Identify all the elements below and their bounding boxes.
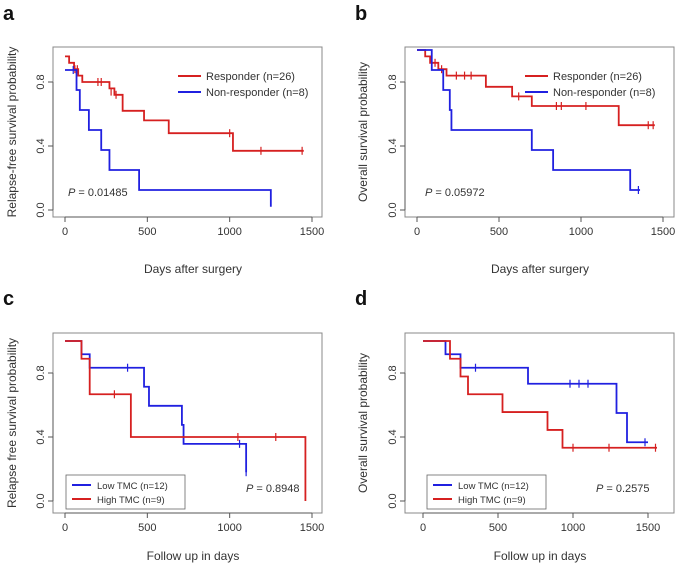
survival-curve-1 [65, 340, 248, 473]
panel-c-chart: Follow up in days Relapse free survival … [5, 332, 324, 563]
p-value-text: = 0.8948 [253, 483, 299, 495]
x-tick-label: 1000 [217, 226, 241, 238]
x-axis-label: Days after surgery [144, 262, 242, 276]
x-tick-label: 1000 [569, 226, 593, 238]
x-tick-label: 1000 [561, 522, 585, 534]
y-tick-label: 0.4 [387, 429, 399, 444]
survival-curve-2 [65, 340, 307, 501]
survival-curve-2 [65, 69, 272, 207]
y-tick-label: 0.8 [387, 74, 399, 89]
p-value-prefix: P [68, 187, 76, 199]
y-tick-label: 0.0 [387, 202, 399, 217]
legend: Responder (n=26) Non-responder (n=8) [525, 71, 655, 99]
p-value: P = 0.05972 [425, 187, 485, 199]
panel-letter-b: b [355, 3, 367, 25]
y-axis-label: Relapse-free survival probability [5, 47, 19, 218]
y-tick-label: 0.4 [387, 138, 399, 153]
y-axis-label: Overall survival probability [356, 353, 370, 493]
survival-curve-2 [417, 49, 641, 191]
x-axis-label: Days after surgery [491, 262, 589, 276]
legend: Low TMC (n=12) High TMC (n=9) [426, 474, 547, 510]
legend-label: High TMC (n=9) [458, 495, 526, 506]
y-tick-label: 0.8 [35, 365, 47, 380]
x-tick-label: 1000 [217, 522, 241, 534]
panel-d-chart: Follow up in days Overall survival proba… [356, 332, 675, 563]
x-tick-label: 500 [489, 522, 507, 534]
x-tick-label: 1500 [651, 226, 675, 238]
p-value-prefix: P [596, 483, 604, 495]
y-tick-label: 0.0 [387, 493, 399, 508]
p-value: P = 0.2575 [596, 483, 650, 495]
x-tick-label: 0 [62, 522, 68, 534]
legend: Responder (n=26) Non-responder (n=8) [178, 71, 308, 99]
survival-curve-1 [423, 340, 648, 444]
panel-letter-a: a [3, 3, 15, 25]
survival-curve-1 [65, 55, 304, 152]
survival-curve-1 [417, 49, 655, 127]
legend-label: Non-responder (n=8) [553, 87, 655, 99]
p-value: P = 0.8948 [246, 483, 300, 495]
p-value-text: = 0.2575 [603, 483, 649, 495]
panel-b-chart: Days after surgery Overall survival prob… [356, 46, 675, 276]
p-value-text: = 0.01485 [75, 187, 127, 199]
panel-letter-d: d [355, 288, 367, 310]
x-tick-label: 500 [138, 226, 156, 238]
p-value-prefix: P [425, 187, 433, 199]
x-tick-label: 1500 [636, 522, 660, 534]
y-tick-label: 0.8 [387, 365, 399, 380]
y-tick-label: 0.8 [35, 74, 47, 89]
y-tick-label: 0.4 [35, 429, 47, 444]
y-tick-label: 0.4 [35, 138, 47, 153]
p-value-prefix: P [246, 483, 254, 495]
x-tick-label: 1500 [300, 522, 324, 534]
panel-a-chart: Days after surgery Relapse-free survival… [5, 46, 324, 276]
legend-box [426, 474, 547, 510]
p-value: P = 0.01485 [68, 187, 128, 199]
x-axis-label: Follow up in days [494, 549, 587, 563]
legend-label: Low TMC (n=12) [458, 481, 529, 492]
legend-label: Non-responder (n=8) [206, 87, 308, 99]
legend: Low TMC (n=12) High TMC (n=9) [65, 474, 186, 510]
y-tick-label: 0.0 [35, 202, 47, 217]
x-tick-label: 500 [138, 522, 156, 534]
legend-label: High TMC (n=9) [97, 495, 165, 506]
y-axis-label: Overall survival probability [356, 62, 370, 202]
x-tick-label: 1500 [300, 226, 324, 238]
survival-curve-2 [423, 340, 657, 449]
y-axis-label: Relapse free survival probability [5, 338, 19, 508]
x-axis-label: Follow up in days [147, 549, 240, 563]
x-tick-label: 0 [414, 226, 420, 238]
legend-label: Low TMC (n=12) [97, 481, 168, 492]
legend-label: Responder (n=26) [206, 71, 295, 83]
p-value-text: = 0.05972 [432, 187, 484, 199]
legend-label: Responder (n=26) [553, 71, 642, 83]
panel-letter-c: c [3, 288, 14, 310]
x-tick-label: 0 [62, 226, 68, 238]
y-tick-label: 0.0 [35, 493, 47, 508]
x-tick-label: 0 [420, 522, 426, 534]
legend-box [65, 474, 186, 510]
x-tick-label: 500 [490, 226, 508, 238]
